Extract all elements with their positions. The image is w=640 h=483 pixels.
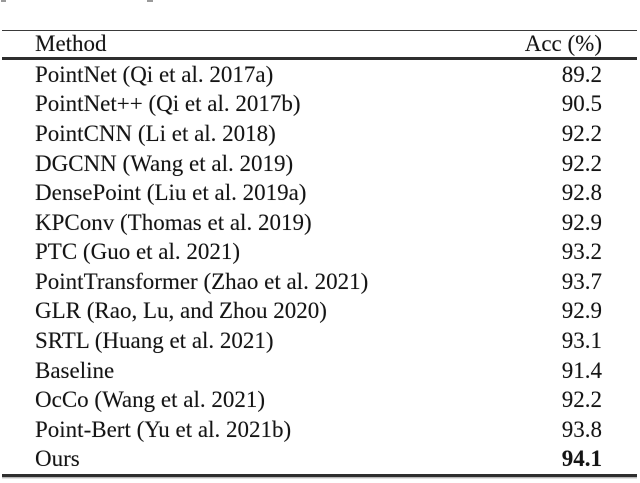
table-row: PointCNN (Li et al. 2018) 92.2 bbox=[0, 119, 640, 149]
method-cell: DensePoint (Liu et al. 2019a) bbox=[35, 180, 307, 206]
table-bottom-rule bbox=[2, 474, 637, 477]
method-cell: Ours bbox=[35, 446, 80, 472]
table-row: PointNet (Qi et al. 2017a) 89.2 bbox=[0, 60, 640, 90]
column-header-acc: Acc (%) bbox=[524, 31, 602, 56]
table-row: DensePoint (Liu et al. 2019a) 92.8 bbox=[0, 178, 640, 208]
table-row: DGCNN (Wang et al. 2019) 92.2 bbox=[0, 149, 640, 179]
acc-cell: 92.2 bbox=[561, 387, 602, 413]
acc-cell: 92.2 bbox=[561, 150, 602, 176]
acc-cell: 89.2 bbox=[561, 61, 602, 87]
table-row: OcCo (Wang et al. 2021) 92.2 bbox=[0, 385, 640, 415]
table-header-row: Method Acc (%) bbox=[0, 31, 640, 57]
table-row: PointNet++ (Qi et al. 2017b) 90.5 bbox=[0, 90, 640, 120]
table-row: Baseline 91.4 bbox=[0, 356, 640, 386]
acc-cell: 92.9 bbox=[561, 209, 602, 235]
method-cell: Point-Bert (Yu et al. 2021b) bbox=[35, 416, 292, 442]
method-cell: GLR (Rao, Lu, and Zhou 2020) bbox=[35, 298, 327, 324]
acc-cell: 92.2 bbox=[561, 120, 602, 146]
method-cell: Baseline bbox=[35, 357, 115, 383]
acc-cell: 93.2 bbox=[561, 239, 602, 265]
acc-cell: 93.1 bbox=[561, 327, 602, 353]
table-row: SRTL (Huang et al. 2021) 93.1 bbox=[0, 326, 640, 356]
acc-cell: 93.7 bbox=[561, 268, 602, 294]
method-cell: PointNet (Qi et al. 2017a) bbox=[35, 61, 274, 87]
method-cell: KPConv (Thomas et al. 2019) bbox=[35, 209, 312, 235]
table-header-rule bbox=[2, 57, 637, 60]
acc-cell: 92.9 bbox=[561, 298, 602, 324]
method-cell: DGCNN (Wang et al. 2019) bbox=[35, 150, 294, 176]
acc-cell: 91.4 bbox=[561, 357, 602, 383]
acc-cell: 90.5 bbox=[561, 91, 602, 117]
method-cell: SRTL (Huang et al. 2021) bbox=[35, 327, 274, 353]
cropped-caption-remnant bbox=[147, 0, 153, 2]
column-header-method: Method bbox=[35, 31, 107, 56]
acc-cell: 94.1 bbox=[561, 446, 602, 472]
method-cell: PTC (Guo et al. 2021) bbox=[35, 239, 241, 265]
acc-cell: 92.8 bbox=[561, 180, 602, 206]
acc-cell: 93.8 bbox=[561, 416, 602, 442]
table-row: KPConv (Thomas et al. 2019) 92.9 bbox=[0, 208, 640, 238]
cropped-caption-remnant bbox=[1, 0, 6, 2]
table-row: PointTransformer (Zhao et al. 2021) 93.7 bbox=[0, 267, 640, 297]
table-row: GLR (Rao, Lu, and Zhou 2020) 92.9 bbox=[0, 297, 640, 327]
table-row: Point-Bert (Yu et al. 2021b) 93.8 bbox=[0, 415, 640, 445]
table-body: PointNet (Qi et al. 2017a) 89.2 PointNet… bbox=[0, 60, 640, 474]
table-row: PTC (Guo et al. 2021) 93.2 bbox=[0, 237, 640, 267]
table-row: Ours 94.1 bbox=[0, 445, 640, 475]
method-cell: OcCo (Wang et al. 2021) bbox=[35, 387, 265, 413]
method-cell: PointTransformer (Zhao et al. 2021) bbox=[35, 268, 369, 294]
method-cell: PointCNN (Li et al. 2018) bbox=[35, 120, 276, 146]
table-top-rule bbox=[2, 29, 637, 32]
method-cell: PointNet++ (Qi et al. 2017b) bbox=[35, 91, 301, 117]
